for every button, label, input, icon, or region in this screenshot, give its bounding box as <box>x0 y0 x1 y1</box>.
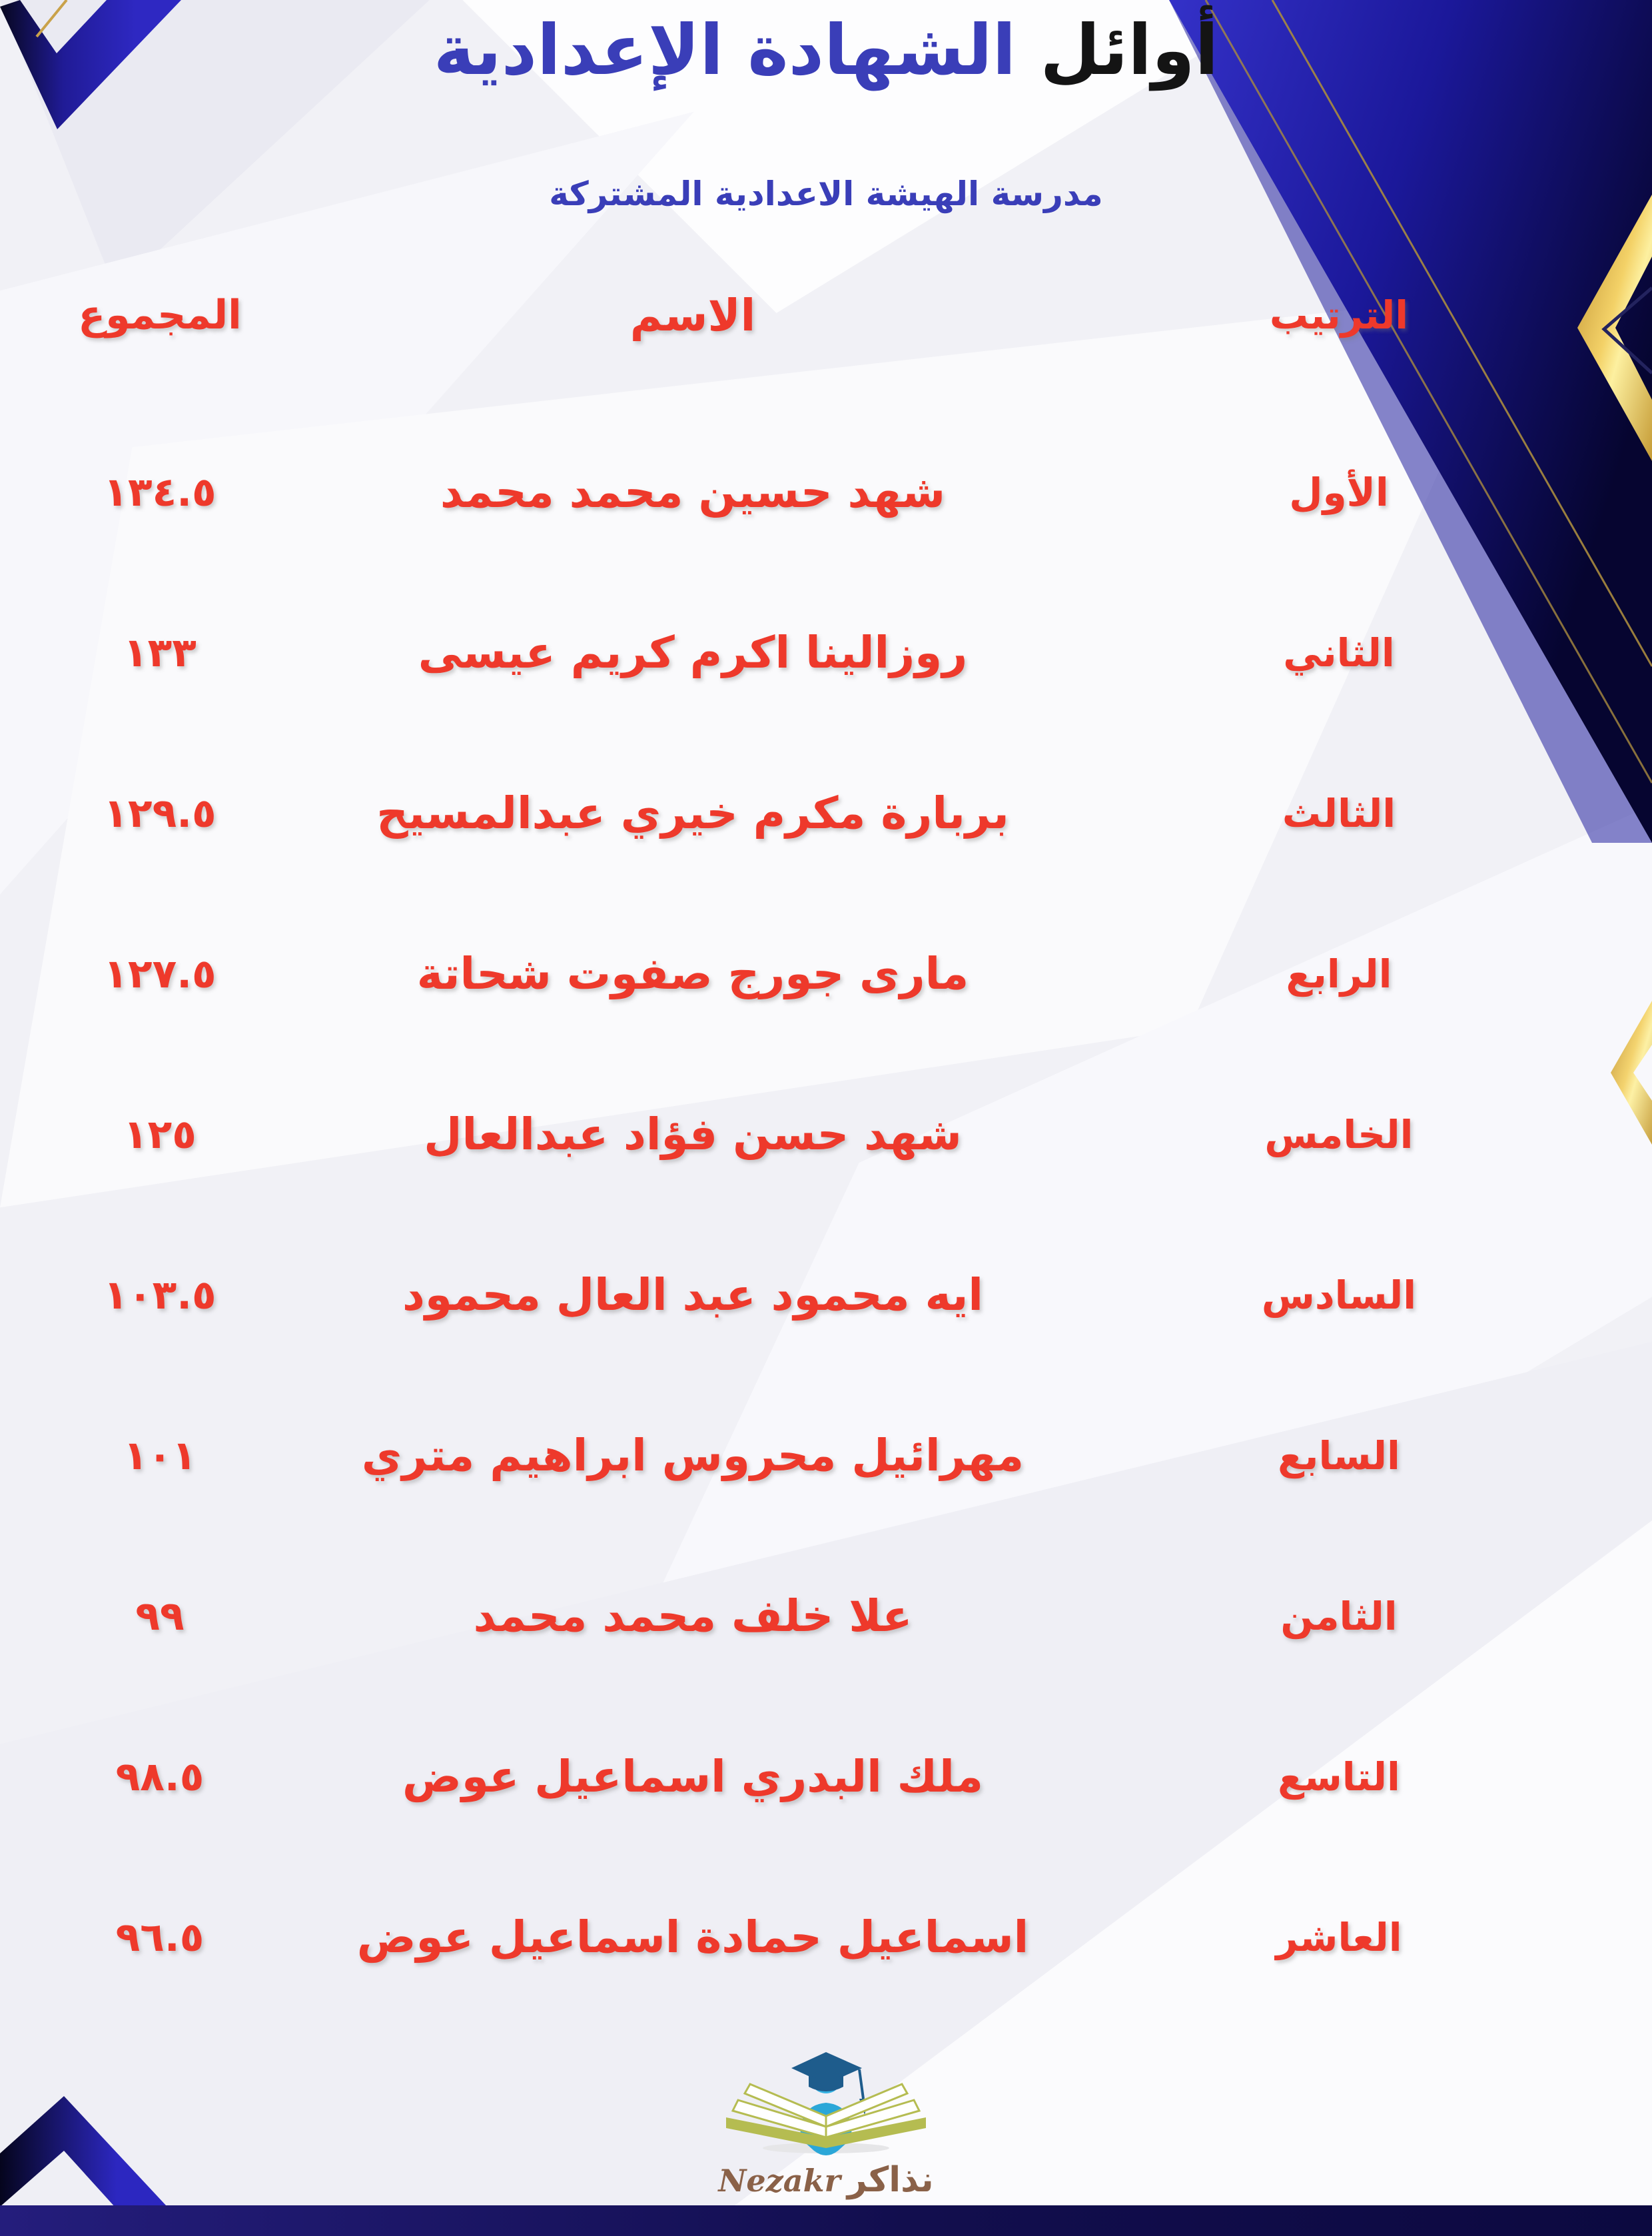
total-score-cell: ١٢٧.٥ <box>103 950 216 997</box>
logo-wordmark: Nezakr نذاكر <box>0 2160 1652 2200</box>
rank-cell: السابع <box>1278 1432 1400 1478</box>
student-name-cell: علا خلف محمد محمد <box>473 1590 913 1642</box>
results-table: الأول شهد حسين محمد محمد ١٣٤.٥ الثاني رو… <box>40 412 1572 2017</box>
column-header-rank: الترتيب <box>1269 292 1409 338</box>
logo-arabic-text: نذاكر <box>847 2160 934 2200</box>
school-name: مدرسة الهيشة الاعدادية المشتركة <box>549 175 1103 213</box>
total-score-cell: ٩٨.٥ <box>115 1753 205 1800</box>
student-name-cell: شهد حسن فؤاد عبدالعال <box>424 1109 962 1160</box>
table-row: السابع مهرائيل محروس ابراهيم متري ١٠١ <box>40 1375 1572 1536</box>
total-score-cell: ١٢٩.٥ <box>103 790 216 837</box>
rank-cell: الرابع <box>1286 951 1392 997</box>
page-title: أوائل الشهادة الإعدادية <box>0 9 1652 91</box>
table-row: الأول شهد حسين محمد محمد ١٣٤.٥ <box>40 412 1572 572</box>
student-name-cell: ايه محمود عبد العال محمود <box>402 1269 984 1321</box>
corner-ornament-top-left-icon <box>0 0 181 129</box>
rank-cell: السادس <box>1261 1272 1417 1318</box>
student-name-cell: روزالينا اكرم كريم عيسى <box>418 627 968 678</box>
student-name-cell: اسماعيل حمادة اسماعيل عوض <box>356 1912 1029 1963</box>
student-name-cell: بربارة مكرم خيري عبدالمسيح <box>376 788 1009 839</box>
rank-cell: الأول <box>1289 469 1389 515</box>
total-score-cell: ١٠٣.٥ <box>103 1271 216 1319</box>
gold-chevron-small-icon <box>1611 1001 1652 1145</box>
title-word-awail: أوائل <box>1040 9 1219 91</box>
table-row: الثالث بربارة مكرم خيري عبدالمسيح ١٢٩.٥ <box>40 733 1572 893</box>
table-row: الخامس شهد حسن فؤاد عبدالعال ١٢٥ <box>40 1054 1572 1215</box>
rank-cell: الثالث <box>1282 790 1396 836</box>
open-book-icon <box>726 2083 926 2148</box>
title-rest: الشهادة الإعدادية <box>433 9 1017 91</box>
table-row: العاشر اسماعيل حمادة اسماعيل عوض ٩٦.٥ <box>40 1857 1572 2017</box>
table-row: التاسع ملك البدري اسماعيل عوض ٩٨.٥ <box>40 1696 1572 1857</box>
rank-cell: العاشر <box>1276 1914 1402 1960</box>
nezakr-logo <box>726 2052 926 2155</box>
logo-latin-text: Nezakr <box>718 2163 841 2199</box>
table-header-row: الترتيب الاسم المجموع <box>40 272 1572 358</box>
total-score-cell: ٩٩ <box>135 1592 185 1640</box>
table-row: الثاني روزالينا اكرم كريم عيسى ١٣٣ <box>40 572 1572 733</box>
rank-cell: الخامس <box>1264 1111 1414 1157</box>
student-name-cell: شهد حسين محمد محمد <box>440 466 946 518</box>
column-header-name: الاسم <box>629 289 756 341</box>
column-header-total: المجموع <box>78 292 242 338</box>
corner-ornament-top-right-icon <box>1169 0 1652 1145</box>
total-score-cell: ٩٦.٥ <box>115 1914 205 1961</box>
total-score-cell: ١٢٥ <box>123 1111 197 1158</box>
rank-cell: التاسع <box>1278 1754 1400 1800</box>
rank-cell: الثاني <box>1283 630 1395 676</box>
total-score-cell: ١٣٤.٥ <box>103 468 216 516</box>
student-name-cell: مهرائيل محروس ابراهيم متري <box>361 1430 1025 1481</box>
table-row: الرابع مارى جورج صفوت شحاتة ١٢٧.٥ <box>40 893 1572 1054</box>
table-row: السادس ايه محمود عبد العال محمود ١٠٣.٥ <box>40 1215 1572 1375</box>
student-name-cell: مارى جورج صفوت شحاتة <box>416 948 969 999</box>
student-name-cell: ملك البدري اسماعيل عوض <box>402 1751 983 1802</box>
corner-ornament-bottom-left-icon <box>0 2096 195 2236</box>
rank-cell: الثامن <box>1280 1593 1398 1639</box>
gold-chevron-icon <box>1577 195 1652 461</box>
table-row: الثامن علا خلف محمد محمد ٩٩ <box>40 1536 1572 1696</box>
bottom-bar <box>0 2205 1652 2236</box>
total-score-cell: ١٣٣ <box>123 629 197 676</box>
total-score-cell: ١٠١ <box>123 1432 197 1479</box>
